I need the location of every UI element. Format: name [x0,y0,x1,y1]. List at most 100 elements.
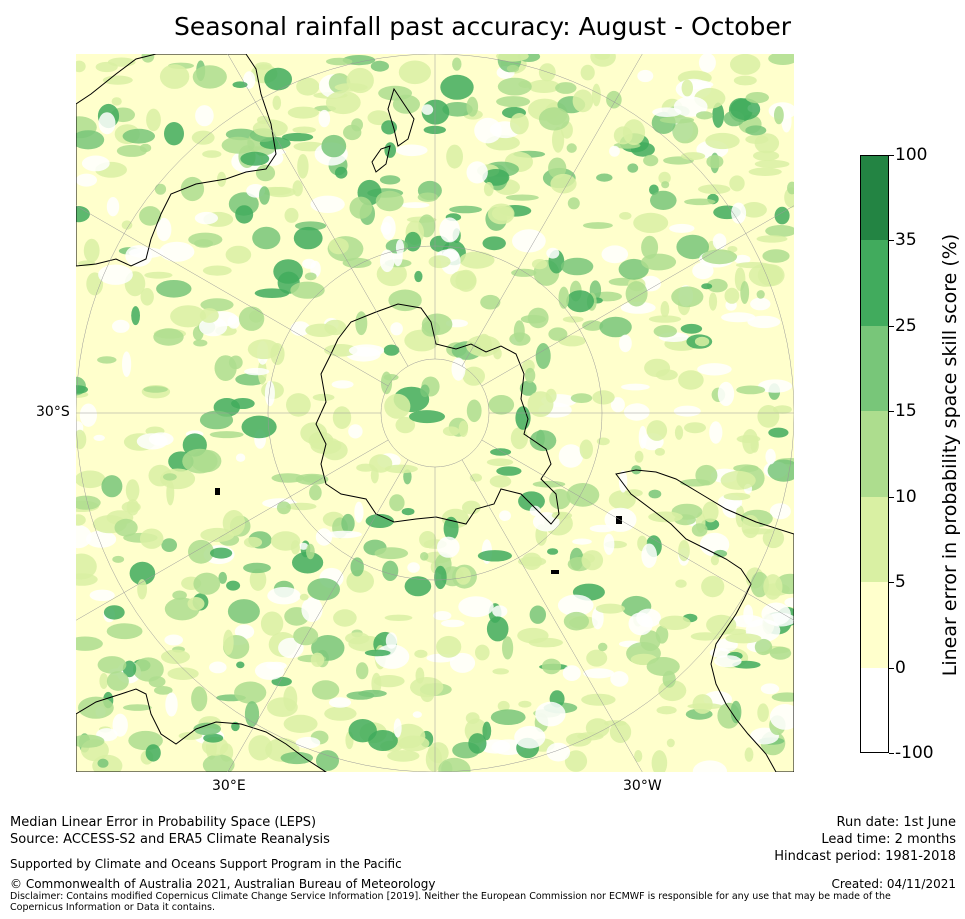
skill-patch [681,79,693,97]
skill-patch [148,432,174,446]
skill-patch [745,125,767,136]
skill-patch [295,736,321,749]
skill-patch [583,668,615,679]
skill-patch [254,661,285,680]
skill-patch [769,646,792,660]
skill-patch [231,398,255,409]
skill-patch [346,67,374,94]
skill-patch [295,473,329,485]
skill-patch [141,54,155,63]
polar-map [76,54,794,772]
skill-patch [254,288,290,298]
skill-patch [648,511,683,523]
skill-patch [380,371,393,395]
skill-patch [709,421,723,444]
skill-patch [603,533,615,555]
skill-patch [247,339,280,360]
skill-patch [654,448,666,456]
skill-patch [195,105,214,127]
skill-patch [756,290,765,299]
skill-patch [725,633,762,644]
colorbar-bin [860,582,889,668]
skill-patch [706,614,737,636]
colorbar-tick-label: 0 [895,657,906,678]
skill-patch [570,393,593,403]
skill-patch [678,370,704,390]
skill-patch [292,551,324,574]
skill-patch [710,555,720,566]
skill-patch [646,420,668,441]
skill-patch [395,239,405,256]
skill-patch [653,325,677,338]
skill-patch [757,703,769,722]
skill-patch [76,429,87,450]
skill-patch [462,500,481,515]
skill-patch [691,523,708,537]
skill-patch [641,253,677,271]
skill-patch [139,528,164,549]
skill-patch [235,205,254,224]
skill-patch [767,459,794,482]
skill-patch [750,297,771,311]
skill-patch [140,288,154,306]
skill-patch [306,543,315,560]
skill-patch [672,118,699,144]
skill-patch [680,323,703,334]
colorbar-tick-mark [889,155,894,156]
lead-time: Lead time: 2 months [821,832,956,847]
skill-patch [585,718,610,738]
skill-patch [333,609,357,627]
colorbar-tick-label: -100 [895,743,934,763]
skill-patch [238,306,265,331]
skill-patch [83,238,100,263]
skill-patch [298,542,309,550]
skill-patch [492,668,510,675]
skill-patch [745,134,769,144]
colorbar-tick-mark [889,753,894,754]
skill-patch [760,683,780,695]
skill-patch [458,596,494,618]
skill-patch [678,540,690,562]
skill-patch [450,270,477,290]
skill-patch [701,283,713,290]
skill-patch [371,672,382,695]
skill-patch [318,109,331,128]
skill-patch [302,258,316,269]
skill-patch [393,718,402,738]
skill-patch [439,217,460,243]
skill-patch [202,150,222,158]
skill-patch [76,173,97,187]
skill-patch [191,130,215,145]
skill-patch [421,313,453,336]
skill-patch [223,629,234,655]
skill-patch [466,161,488,184]
skill-patch [146,108,161,132]
skill-patch [191,686,208,712]
skill-patch [659,615,691,630]
skill-patch [202,754,235,772]
skill-patch [350,557,364,577]
skill-patch [579,439,593,460]
skill-patch [311,680,340,700]
skill-patch [98,264,133,285]
skill-patch [163,473,177,481]
skill-patch [379,175,401,185]
skill-patch [293,226,323,250]
skill-patch [86,530,117,548]
skill-patch [434,565,447,590]
africa-coastline [76,688,327,772]
skill-patch [200,298,234,312]
skill-patch [625,281,648,307]
skill-patch [381,120,397,135]
skill-patch [592,83,601,107]
skill-patch [529,505,541,516]
skill-patch [747,315,781,329]
colorbar-bin [860,325,889,412]
skill-patch [225,245,252,264]
skill-patch [122,351,132,378]
skill-patch [771,692,794,702]
skill-patch [546,742,571,762]
skill-patch [401,508,415,516]
skill-patch [292,126,316,134]
colorbar-tick-mark [889,240,894,242]
